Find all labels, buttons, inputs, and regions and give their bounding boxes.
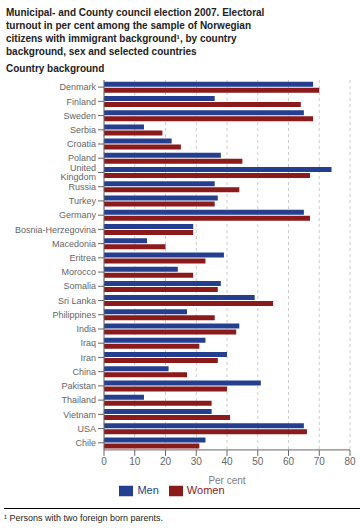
svg-text:Serbia: Serbia (70, 125, 96, 135)
svg-text:50: 50 (252, 456, 264, 467)
svg-text:USA: USA (77, 424, 96, 434)
svg-text:Iraq: Iraq (80, 338, 96, 348)
svg-text:Iran: Iran (80, 353, 96, 363)
svg-text:80: 80 (344, 456, 356, 467)
svg-text:40: 40 (221, 456, 233, 467)
svg-text:70: 70 (314, 456, 326, 467)
svg-text:30: 30 (191, 456, 203, 467)
svg-text:0: 0 (101, 456, 107, 467)
svg-text:UnitedKingdom: UnitedKingdom (60, 163, 96, 182)
svg-text:Croatia: Croatia (67, 139, 96, 149)
svg-text:Sweden: Sweden (63, 111, 96, 121)
svg-text:Pakistan: Pakistan (61, 381, 96, 391)
svg-text:Morocco: Morocco (61, 267, 96, 277)
svg-text:Vietnam: Vietnam (63, 410, 96, 420)
svg-text:Per cent: Per cent (208, 475, 245, 486)
svg-text:Bosnia-Herzegovina: Bosnia-Herzegovina (15, 225, 96, 235)
svg-text:Russia: Russia (68, 182, 96, 192)
svg-text:10: 10 (129, 456, 141, 467)
svg-text:Sri Lanka: Sri Lanka (58, 296, 96, 306)
svg-text:Eritrea: Eritrea (69, 253, 96, 263)
svg-text:Finland: Finland (66, 97, 96, 107)
svg-text:China: China (72, 367, 96, 377)
svg-text:Denmark: Denmark (59, 82, 96, 92)
svg-text:Macedonia: Macedonia (52, 239, 96, 249)
svg-text:Philippines: Philippines (52, 310, 96, 320)
svg-text:60: 60 (283, 456, 295, 467)
svg-text:Germany: Germany (59, 210, 97, 220)
html-text:Country background: Country background (6, 63, 105, 74)
svg-text:Somalia: Somalia (63, 281, 96, 291)
html-text:¹ Persons with two foreign bor: ¹ Persons with two foreign born parents. (4, 513, 164, 523)
svg-text:Poland: Poland (68, 153, 96, 163)
html-text:Municipal- and County council: Municipal- and County council election 2… (6, 7, 265, 57)
html-text:Women: Women (186, 483, 225, 496)
svg-text:Chile: Chile (75, 438, 96, 448)
svg-text:20: 20 (160, 456, 172, 467)
svg-text:India: India (76, 324, 96, 334)
svg-text:Turkey: Turkey (69, 196, 97, 206)
svg-text:Thailand: Thailand (61, 395, 96, 405)
html-text:Men: Men (137, 483, 159, 496)
